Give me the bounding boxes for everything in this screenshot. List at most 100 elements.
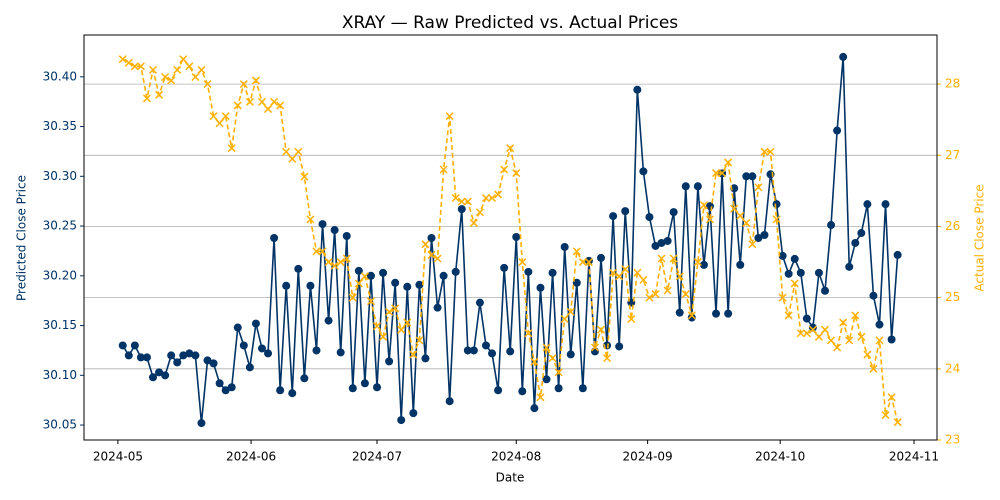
point-marker bbox=[451, 267, 460, 276]
point-marker bbox=[778, 293, 787, 302]
point-marker bbox=[675, 308, 684, 317]
point-marker bbox=[778, 251, 787, 260]
x-tick-label: 2024-06 bbox=[226, 450, 276, 464]
point-marker bbox=[742, 172, 751, 181]
point-marker bbox=[276, 386, 285, 395]
point-marker bbox=[136, 62, 145, 71]
point-marker bbox=[397, 416, 406, 425]
x-tick-label: 2024-07 bbox=[352, 450, 402, 464]
point-marker bbox=[312, 346, 321, 355]
point-marker bbox=[833, 126, 842, 135]
point-marker bbox=[615, 272, 624, 281]
point-marker bbox=[445, 397, 454, 406]
point-marker bbox=[167, 351, 176, 360]
point-marker bbox=[221, 112, 230, 121]
point-marker bbox=[742, 218, 751, 227]
point-marker bbox=[633, 268, 642, 277]
point-marker bbox=[893, 250, 902, 259]
point-marker bbox=[372, 322, 382, 331]
point-marker bbox=[257, 344, 266, 353]
point-marker bbox=[639, 275, 648, 284]
point-marker bbox=[300, 374, 309, 383]
y2-tick-label: 25 bbox=[945, 290, 960, 304]
point-marker bbox=[657, 238, 666, 247]
point-marker bbox=[839, 52, 848, 61]
point-marker bbox=[506, 144, 515, 153]
y2-tick-label: 23 bbox=[945, 433, 960, 447]
point-marker bbox=[869, 364, 878, 373]
point-marker bbox=[518, 258, 527, 267]
point-marker bbox=[415, 280, 424, 289]
point-marker bbox=[451, 193, 460, 203]
point-marker bbox=[821, 286, 830, 295]
point-marker bbox=[512, 233, 521, 242]
point-marker bbox=[251, 76, 260, 85]
point-marker bbox=[427, 250, 436, 259]
point-marker bbox=[845, 336, 854, 345]
point-marker bbox=[161, 371, 170, 380]
point-marker bbox=[124, 58, 133, 67]
point-marker bbox=[330, 261, 339, 270]
point-marker bbox=[227, 144, 236, 153]
point-marker bbox=[554, 384, 563, 393]
point-marker bbox=[421, 354, 430, 363]
point-marker bbox=[270, 233, 279, 242]
point-marker bbox=[421, 240, 430, 249]
point-marker bbox=[173, 358, 182, 367]
point-marker bbox=[118, 341, 127, 350]
point-marker bbox=[675, 272, 684, 281]
point-marker bbox=[542, 343, 551, 352]
point-marker bbox=[288, 154, 297, 163]
point-marker bbox=[130, 62, 139, 71]
point-marker bbox=[609, 268, 618, 277]
point-marker bbox=[584, 258, 593, 267]
point-marker bbox=[548, 268, 557, 277]
point-marker bbox=[354, 266, 363, 275]
point-marker bbox=[203, 356, 212, 365]
point-marker bbox=[597, 253, 606, 262]
x-tick-label: 2024-09 bbox=[623, 450, 673, 464]
y2-axis-label: Actual Close Price bbox=[973, 184, 987, 291]
point-marker bbox=[530, 404, 539, 413]
point-marker bbox=[500, 263, 509, 272]
point-marker bbox=[209, 359, 218, 368]
point-marker bbox=[754, 183, 763, 192]
chart-title: XRAY — Raw Predicted vs. Actual Prices bbox=[342, 13, 678, 33]
point-marker bbox=[893, 418, 902, 427]
point-marker bbox=[827, 221, 836, 230]
point-marker bbox=[687, 311, 696, 320]
point-marker bbox=[772, 215, 781, 224]
point-marker bbox=[149, 373, 158, 382]
point-marker bbox=[784, 269, 793, 278]
point-marker bbox=[155, 368, 164, 377]
point-marker bbox=[324, 316, 333, 325]
point-marker bbox=[488, 193, 497, 203]
point-marker bbox=[312, 247, 321, 256]
point-marker bbox=[179, 55, 188, 64]
point-marker bbox=[578, 384, 587, 393]
series-line bbox=[122, 56, 899, 424]
point-marker bbox=[566, 307, 575, 316]
point-marker bbox=[373, 383, 382, 392]
point-marker bbox=[772, 200, 781, 209]
y-tick-label: 30.40 bbox=[43, 69, 77, 83]
point-marker bbox=[887, 335, 896, 344]
point-marker bbox=[718, 169, 727, 178]
point-marker bbox=[306, 281, 315, 290]
point-marker bbox=[548, 354, 557, 363]
point-marker bbox=[857, 332, 866, 341]
point-marker bbox=[669, 254, 678, 263]
point-marker bbox=[342, 254, 351, 263]
point-marker bbox=[342, 232, 351, 241]
point-marker bbox=[863, 200, 872, 209]
y-tick-label: 30.25 bbox=[43, 219, 77, 233]
point-marker bbox=[724, 158, 733, 167]
point-marker bbox=[148, 65, 158, 74]
x-tick-label: 2024-11 bbox=[889, 450, 939, 464]
point-marker bbox=[282, 147, 291, 156]
point-marker bbox=[245, 97, 254, 106]
point-marker bbox=[863, 350, 872, 359]
point-marker bbox=[324, 258, 333, 267]
y-tick-label: 30.15 bbox=[43, 318, 77, 332]
point-marker bbox=[481, 341, 490, 350]
